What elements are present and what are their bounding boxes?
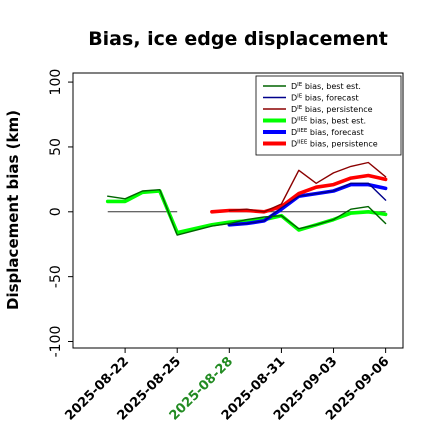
series-line: [107, 189, 387, 236]
series-line: [105, 189, 388, 235]
series-line: [210, 173, 388, 214]
legend-entry: DIIEE bias, best est.: [291, 117, 366, 126]
y-tick-label: 50: [48, 138, 64, 156]
plot-frame: [72, 72, 404, 349]
y-axis-label: Displacement bias (km): [4, 110, 22, 310]
plot-area: -100-500501002025-08-222025-08-252025-08…: [48, 69, 404, 424]
series-line: [228, 161, 387, 213]
legend-entry: DIIEE bias, forecast: [291, 128, 364, 137]
legend-entry: DIE bias, forecast: [291, 94, 359, 103]
series-line: [228, 182, 387, 226]
legend-entry: DIIEE bias, persistence: [291, 140, 378, 149]
y-tick-label: 100: [48, 69, 64, 96]
y-tick-label: -100: [48, 326, 64, 358]
legend-entry: DIE bias, best est.: [291, 82, 361, 91]
y-tick-label: 0: [48, 207, 64, 216]
legend: DIE bias, best est. DIE bias, forecast DIE…: [255, 75, 402, 156]
legend-entry: DIE bias, persistence: [291, 105, 373, 114]
y-tick-label: -50: [48, 265, 64, 288]
chart-title: Bias, ice edge displacement: [88, 28, 388, 50]
